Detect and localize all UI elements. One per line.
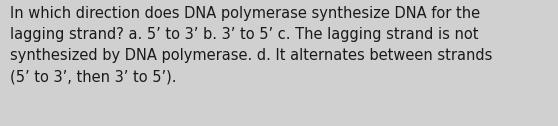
Text: In which direction does DNA polymerase synthesize DNA for the
lagging strand? a.: In which direction does DNA polymerase s… xyxy=(10,6,492,84)
